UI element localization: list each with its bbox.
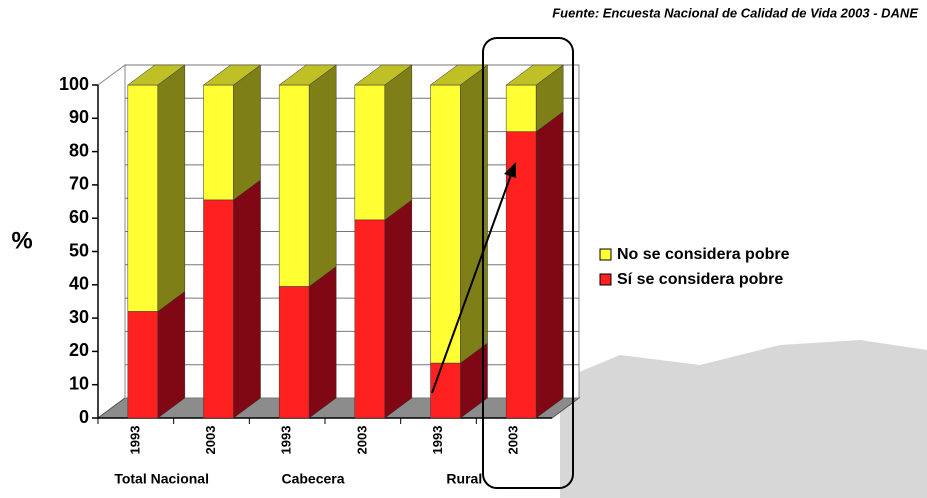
bar-segment [278, 84, 310, 287]
group-label: Total Nacional [114, 471, 209, 487]
legend-label: No se considera pobre [617, 246, 790, 263]
y-tick-label: 100 [59, 74, 89, 94]
photo-background [560, 340, 927, 498]
x-tick-label: 2003 [354, 426, 369, 455]
x-tick-label: 1993 [279, 426, 294, 455]
bar-top [202, 64, 262, 86]
y-tick-label: 70 [69, 174, 89, 194]
bar-side [157, 64, 186, 312]
bar-segment [278, 286, 310, 419]
annotation-arrowhead [504, 162, 516, 178]
bar-side [384, 199, 413, 419]
y-tick-label: 60 [69, 207, 89, 227]
bar-segment [505, 131, 537, 419]
bar-side [308, 265, 337, 419]
x-tick-label: 1993 [127, 426, 142, 455]
bar-segment [127, 311, 159, 419]
bar-top [505, 64, 564, 86]
bar-side [157, 290, 186, 419]
bar-top [127, 64, 186, 86]
y-axis-label: % [11, 227, 32, 254]
group-label: Cabecera [281, 471, 344, 487]
bar-segment [203, 84, 234, 201]
x-tick-label: 2003 [203, 426, 218, 455]
legend-label: Sí se considera pobre [617, 271, 783, 288]
y-tick-label: 30 [69, 307, 89, 327]
x-tick-label: 1993 [430, 426, 445, 455]
bar-top [354, 64, 413, 86]
bar-side [233, 179, 261, 419]
y-tick-label: 10 [69, 373, 89, 393]
y-tick-label: 50 [69, 240, 89, 260]
plot: 0 10 20 30 40 50 60 70 80 90 100 1993 2003 1993 2003 19… [59, 64, 581, 487]
side-wall [97, 64, 126, 419]
y-tick-label: 40 [69, 274, 89, 294]
legend-swatch [599, 248, 612, 261]
annotation-arrow [431, 171, 513, 394]
bar-segment [354, 219, 386, 419]
bar-segment [127, 84, 159, 312]
y-tick-label: 80 [69, 140, 89, 160]
bar-segment [203, 199, 234, 419]
bar-segment [354, 84, 386, 221]
legend-swatch [599, 273, 612, 286]
bar-segment [430, 84, 461, 364]
bar-side [384, 64, 413, 221]
bar-side [233, 64, 261, 201]
annotation-box [482, 37, 574, 489]
y-tick-label: 90 [69, 107, 89, 127]
y-tick-label: 0 [79, 407, 89, 427]
x-tick-label: 2003 [506, 426, 521, 455]
bar-segment [505, 84, 537, 132]
source: Fuente: Encuesta Nacional de Calidad de … [552, 5, 918, 20]
y-tick-label: 20 [69, 340, 89, 360]
bar-top [278, 64, 337, 86]
bar-segment [430, 362, 461, 419]
bar-side [535, 111, 564, 419]
bar-side [308, 64, 337, 287]
group-label: Rural [446, 471, 482, 487]
bar-top [429, 64, 489, 86]
